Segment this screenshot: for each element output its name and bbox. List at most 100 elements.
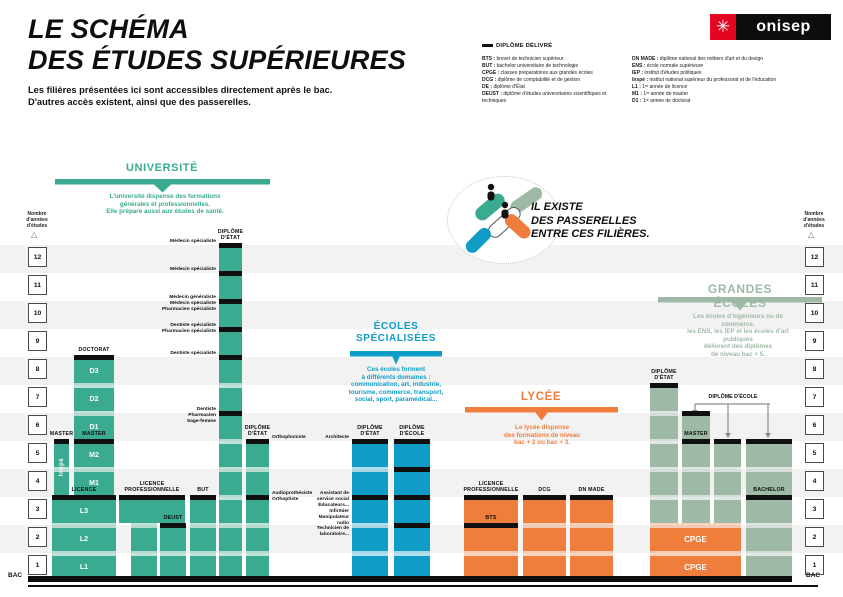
legend-item: DN MADE : diplôme national des métiers d… [632,56,764,62]
diploma-cap-ge-bachelor-y5 [746,439,792,444]
row-band [0,301,843,329]
column-licence-pro-acces [131,523,157,579]
row-band [0,357,843,385]
axis-arrow-right: △ [808,230,815,239]
column-but [190,495,216,579]
diploma-cap-ge-ecole-y5 [714,439,741,444]
block-lycee-licence-pro-y2 [464,528,518,551]
block-lycee-licence-pro-y1 [464,556,518,579]
block-master-y4 [74,472,114,495]
row-band [0,245,843,273]
block-ge-bachelor-y2 [746,528,792,551]
block-es-diplome-etat-y2 [352,528,388,551]
block-ge-ecole-y3 [714,500,741,523]
block-es-diplome-ecole-y3 [394,500,430,523]
block-dcg-y1 [523,556,566,579]
column-header-sante: DIPLÔME D'ÉTAT [217,228,244,242]
diploma-cap-sante-y11 [219,271,242,276]
column-header-es-diplome-ecole: DIPLÔME D'ÉCOLE [399,424,425,438]
onisep-logo: ✳ onisep [710,14,831,40]
axis-arrow-left: △ [31,230,38,239]
column-licence-pro-universite [119,495,185,523]
block-paramedical-universite-y1 [246,556,269,579]
block-es-diplome-ecole-y2 [394,528,430,551]
column-dcg [523,495,566,579]
diploma-cap-licence-pro-universite-y3 [119,495,185,500]
column-header-doctorat: DOCTORAT [78,347,110,354]
block-paramedical-universite-y3 [246,500,269,523]
year-box-left-7: 7 [28,387,47,407]
column-header-es-diplome-etat: DIPLÔME D'ÉTAT [357,424,383,438]
column-lycee-licence-pro [464,495,518,579]
diploma-cap-ge-diplome-etat-y7 [650,383,678,388]
block-licence-pro-acces-y1 [131,556,157,579]
block-label-master-y5: M2 [89,452,99,459]
block-label-licence-y1: L1 [79,564,89,571]
block-label-licence-y3: L3 [79,508,89,515]
bac-line-secondary [28,584,818,587]
bac-label-left: BAC [8,572,23,579]
legend-item: ENS : école normale supérieure [632,63,704,69]
block-es-diplome-ecole-y1 [394,556,430,579]
diploma-cap-es-diplome-ecole-y2 [394,523,430,528]
side-label-es-diplome-etat-y3: Assistant de service social Éducateurs..… [316,491,349,538]
side-label-sante-y8: Dentiste spécialiste [170,351,216,356]
block-licence-pro-universite-y3 [119,500,185,523]
block-label-doctorat-y6: D1 [89,424,99,431]
block-ge-master-y3 [682,500,710,523]
year-box-right-2: 2 [805,527,824,547]
diploma-cap-paramedical-universite-y3 [246,495,269,500]
block-sante-y2 [219,528,242,551]
block-sante-y11 [219,276,242,299]
block-dn-made-y1 [570,556,613,579]
year-box-right-11: 11 [805,275,824,295]
side-label-sante-y6: Dentiste Pharmacien Sage-femme [186,407,216,424]
year-box-right-5: 5 [805,443,824,463]
diploma-cap-dn-made-y3 [570,495,613,500]
ecoles-specialisees-bracket [350,351,442,365]
cap-label-ge-bachelor-y3: BACHELOR [753,487,785,494]
column-paramedical-universite [246,439,269,579]
vertical-label-inspe: Inspé [58,457,65,477]
diplome-ecole-connector-label: DIPLÔME D'ÉCOLE [708,394,758,400]
legend-item: M1 : 1ʳᵉ année de master [632,91,689,97]
diploma-cap-sante-y10 [219,299,242,304]
column-master: M2 M1 [74,439,114,495]
block-es-diplome-etat-y3 [352,500,388,523]
column-header-licence-pro-universite: LICENCE PROFESSIONNELLE [124,480,180,494]
block-label-cpge-y2: CPGE [684,535,707,544]
diploma-cap-licence-y3 [52,495,116,500]
diploma-cap-lycee-licence-pro-y2 [464,523,518,528]
year-box-right-9: 9 [805,331,824,351]
section-desc-lycee: Le lycée dispense des formations de nive… [504,424,580,447]
year-box-left-8: 8 [28,359,47,379]
column-licence: L3 L2 L1 [52,495,116,579]
block-deust-y1 [160,556,186,579]
block-sante-y9 [219,332,242,355]
legend-item: IEP : institut d'études politiques [632,70,702,76]
year-box-left-6: 6 [28,415,47,435]
bac-line [28,576,792,582]
page-subtitle: Les filières présentées ici sont accessi… [28,85,333,107]
block-sante-y12 [219,248,242,271]
cap-label-ge-master-y5: MASTER [684,431,708,438]
block-sante-y5 [219,444,242,467]
block-dcg-y2 [523,528,566,551]
onisep-asterisk-icon: ✳ [710,14,736,40]
block-ge-diplome-etat-y3 [650,500,678,523]
diploma-cap-deust-y2 [160,523,186,528]
block-inspe-y5 [54,444,69,467]
block-licence-y3 [52,500,116,523]
year-box-left-10: 10 [28,303,47,323]
block-cpge-y1 [650,556,741,579]
block-ge-bachelor-y4 [746,472,792,495]
lycee-bracket [465,407,618,421]
section-title-universite: UNIVERSITÉ [125,162,199,174]
year-box-left-3: 3 [28,499,47,519]
year-box-left-12: 12 [28,247,47,267]
block-ge-master-y4 [682,472,710,495]
column-dn-made [570,495,613,579]
block-sante-y3 [219,500,242,523]
passerelles-text: IL EXISTE DES PASSERELLES ENTRE CES FILI… [531,201,650,240]
